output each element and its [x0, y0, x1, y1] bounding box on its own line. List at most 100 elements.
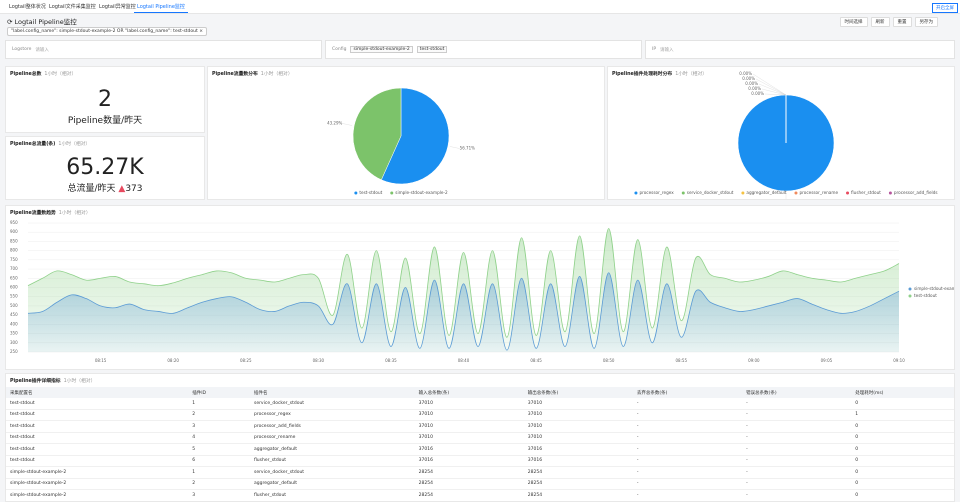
table: 采集配置名 插件ID 插件名 输入总条数(条) 输出总条数(条) 丢弃总条数(条) 错误总条… [6, 387, 954, 501]
table-cell: service_docker_stdout [249, 398, 415, 410]
title: Pipeline总流量(条) [10, 142, 56, 147]
time: 1小时（相对） [675, 72, 708, 77]
tab-bar: Logtail整体状况 Logtail文件采集监控 Logtail异常监控 Logta… [0, 0, 960, 14]
filter-tag[interactable]: simple-stdout-example-2 [350, 46, 413, 53]
legend-label: test-stdout [359, 190, 382, 195]
table-cell: aggregator_default [249, 443, 415, 456]
filter-placeholder: 请输入 [660, 47, 674, 53]
x-tick-label: 09:10 [893, 358, 905, 363]
table-cell: service_docker_stdout [249, 466, 415, 479]
legend-label: processor_rename [799, 190, 838, 195]
table-cell: - [742, 478, 852, 490]
toolbar-button[interactable]: 时间选择 [839, 17, 868, 27]
toolbar-button[interactable]: 另存为 [914, 17, 938, 27]
slice-label: 43.29% [327, 120, 342, 125]
x-tick-label: 08:35 [385, 358, 397, 363]
pie-slice [352, 87, 402, 181]
table-cell: test-stdout [6, 455, 189, 467]
fullscreen-button[interactable]: 开启全屏 [932, 3, 958, 13]
slice-label: 0.00% [748, 86, 761, 91]
table-cell: test-stdout [6, 443, 189, 456]
table-cell: 37010 [523, 409, 633, 421]
column-header: 插件名 [249, 387, 415, 398]
table-cell: 28254 [523, 466, 633, 479]
tab[interactable]: Logtail异常监控 [99, 4, 136, 10]
panel-title: Pipeline流量数趋势 1小时（相对） [10, 209, 91, 216]
slice-label: 0.00% [742, 76, 755, 81]
stat-panel: Pipeline总流量(条) 1小时（相对） 65.27K 总流量/昨天 ▲373 [5, 136, 205, 200]
y-tick-label: 800 [10, 248, 18, 253]
column-header: 丢弃总条数(条) [632, 387, 743, 398]
table-row: test-stdout 6 flusher_stdout 37016 37016- -0 [6, 455, 954, 467]
stat-value: 2 [98, 87, 112, 112]
table-cell: flusher_stdout [249, 455, 415, 467]
title: Pipeline插件处理耗时分布 [612, 72, 673, 77]
toolbar: 时间选择 刷新 重置 另存为 [839, 17, 938, 27]
panel-title: Pipeline插件详细指标 1小时（相对） [10, 377, 95, 384]
tab[interactable]: Logtail文件采集监控 [49, 4, 96, 10]
y-tick-label: 850 [10, 238, 18, 243]
table-cell: 0 [851, 455, 954, 467]
time: 1小时（相对） [260, 72, 293, 77]
legend-swatch [354, 191, 358, 195]
table-cell: 28254 [414, 489, 524, 501]
column-header: 处理耗时(ms) [851, 387, 954, 398]
table-cell: 28254 [523, 489, 633, 501]
panel-title: Pipeline流量数分布 1小时（相对） [212, 70, 293, 77]
filter-tag[interactable]: test-stdout [416, 46, 448, 53]
legend-swatch [888, 191, 892, 195]
pie-chart: 100.00%0.00%0.00%0.00%0.00%0.00%processo… [634, 71, 938, 199]
x-tick-label: 08:20 [167, 358, 179, 363]
table-cell: 0 [851, 489, 954, 501]
tab[interactable]: Logtail Pipeline监控 [134, 3, 188, 13]
table-cell: - [742, 443, 852, 456]
chart-panel: Pipeline流量数趋势 1小时（相对） 250 300 350 400 450 500 5… [5, 205, 955, 370]
table-cell: 37016 [523, 443, 633, 456]
table-cell: 0 [851, 443, 954, 456]
table-cell: 28254 [414, 478, 524, 490]
table-cell: 3 [188, 420, 250, 433]
time: 1小时（相对） [58, 211, 91, 216]
y-tick-label: 750 [10, 257, 18, 262]
toolbar-button[interactable]: 重置 [892, 17, 912, 27]
table-cell: 3 [188, 489, 250, 501]
x-tick-label: 08:40 [458, 358, 470, 363]
query-chip[interactable]: "label.config_name": simple-stdout-examp… [7, 27, 207, 36]
table-cell: simple-stdout-example-2 [6, 489, 189, 501]
table-cell: 28254 [523, 478, 633, 490]
table-cell: 0 [851, 420, 954, 433]
filter[interactable]: Config simple-stdout-example-2 test-stdout [325, 40, 642, 59]
table-cell: 2 [188, 409, 250, 421]
table-cell: 5 [188, 443, 250, 456]
stat-caption: 总流量/昨天 [67, 184, 116, 194]
filter[interactable]: IP 请输入 [645, 40, 955, 59]
table-cell: 37016 [523, 455, 633, 467]
table-cell: 37010 [414, 432, 524, 444]
y-tick-label: 400 [10, 321, 18, 326]
x-tick-label: 08:50 [603, 358, 615, 363]
column-header: 输入总条数(条) [414, 387, 524, 398]
y-tick-label: 350 [10, 331, 18, 336]
x-tick-label: 08:15 [95, 358, 107, 363]
time: 1小时（相对） [58, 142, 91, 147]
up-icon: ▲ [118, 184, 126, 194]
toolbar-button[interactable]: 刷新 [870, 17, 890, 27]
legend-swatch [846, 191, 850, 195]
y-tick-label: 250 [10, 349, 18, 354]
legend-swatch [681, 191, 685, 195]
tab[interactable]: Logtail整体状况 [9, 4, 46, 10]
legend-label: simple-stdout-example-2 [395, 190, 448, 195]
filter[interactable]: Logstore 请输入 [5, 40, 322, 59]
title-text: Logtail Pipeline监控 [14, 18, 77, 26]
slice-label: 0.00% [739, 71, 752, 76]
time: 1小时（相对） [44, 72, 77, 77]
filter-label: IP [652, 47, 657, 52]
table-cell: - [742, 489, 852, 501]
table-cell: - [742, 398, 852, 410]
table-cell: 37010 [414, 398, 524, 410]
table-cell: 37010 [523, 398, 633, 410]
table-cell: - [742, 432, 852, 444]
table-cell: - [632, 443, 743, 456]
